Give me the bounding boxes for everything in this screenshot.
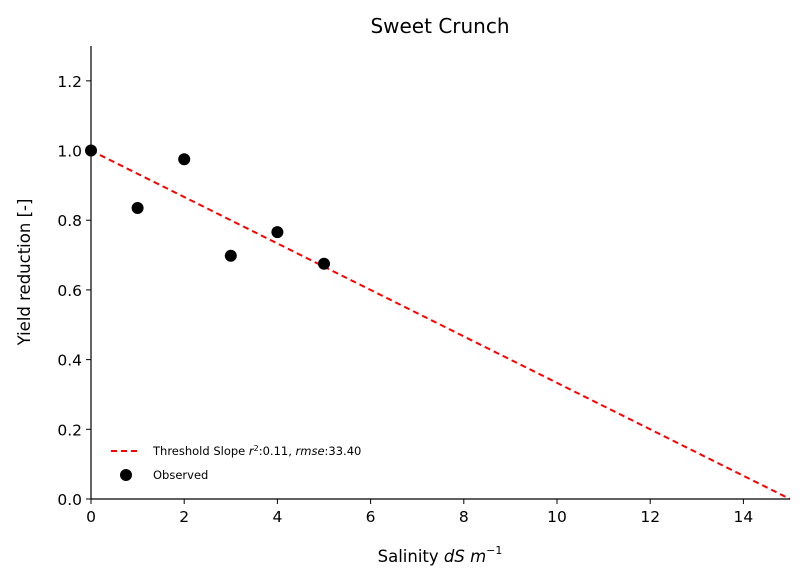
legend: Threshold Slope r2:0.11, rmse:33.40 Obse… <box>111 444 361 482</box>
x-tick-label: 2 <box>179 508 189 526</box>
y-tick-label: 0.8 <box>57 212 82 230</box>
y-ticks: 0.0 0.2 0.4 0.6 0.8 1.0 1.2 <box>57 73 91 509</box>
observed-point <box>178 153 191 166</box>
legend-observed-label: Observed <box>153 468 208 482</box>
legend-threshold-label: Threshold Slope r2:0.11, rmse:33.40 <box>152 444 361 458</box>
series-layer <box>85 144 791 500</box>
x-ticks: 0 2 4 6 8 10 12 14 <box>86 499 753 526</box>
y-tick-label: 0.4 <box>57 352 82 370</box>
x-tick-label: 4 <box>272 508 282 526</box>
observed-point <box>224 249 237 262</box>
x-tick-label: 10 <box>547 508 567 526</box>
x-tick-label: 6 <box>366 508 376 526</box>
observed-point <box>131 202 144 215</box>
x-tick-label: 8 <box>459 508 469 526</box>
y-tick-label: 0.0 <box>57 491 82 509</box>
threshold-slope-line <box>90 149 791 500</box>
x-tick-label: 0 <box>86 508 96 526</box>
observed-point <box>318 257 330 270</box>
x-axis-label: Salinity dS m−1 <box>378 544 503 566</box>
chart-title: Sweet Crunch <box>370 14 509 38</box>
observed-point <box>271 226 284 239</box>
y-axis-label: Yield reduction [-] <box>15 199 34 347</box>
y-tick-label: 1.2 <box>57 73 82 91</box>
y-tick-label: 1.0 <box>57 143 82 161</box>
plot-area: 0 2 4 6 8 10 12 14 0.0 0.2 0.4 0.6 0.8 1.0 1.2 <box>57 46 791 526</box>
y-tick-label: 0.6 <box>57 282 82 300</box>
x-tick-label: 12 <box>640 508 660 526</box>
legend-observed-marker <box>120 469 132 481</box>
y-tick-label: 0.2 <box>57 421 82 439</box>
x-tick-label: 14 <box>734 508 754 526</box>
